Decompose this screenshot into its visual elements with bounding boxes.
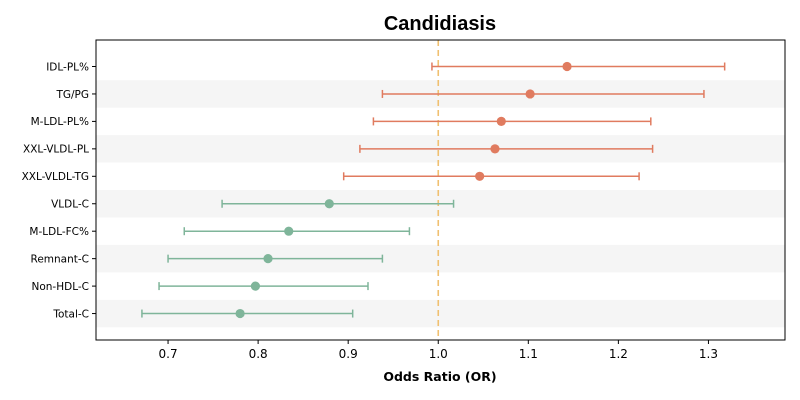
plot-frame — [95, 39, 786, 341]
x-tick-label: 1.3 — [699, 347, 718, 361]
y-tick-label: M-LDL-PL% — [31, 116, 89, 128]
y-tick-label: VLDL-C — [51, 199, 89, 211]
x-tick-label: 0.9 — [339, 347, 358, 361]
point-estimate — [525, 89, 535, 99]
row-non-hdl-c — [158, 281, 369, 291]
y-tick-label: IDL-PL% — [46, 61, 89, 73]
row-xxl-vldl-tg — [342, 171, 640, 181]
point-estimate — [324, 199, 334, 209]
point-estimate — [562, 61, 572, 72]
y-tick-label: XXL-VLDL-TG — [22, 171, 89, 183]
x-tick-label: 1.1 — [519, 347, 538, 361]
y-tick-label: TG/PG — [55, 89, 89, 101]
x-tick-label: 1.2 — [609, 347, 628, 361]
data-rows — [141, 61, 726, 319]
y-tick-label: XXL-VLDL-PL — [23, 144, 89, 156]
y-tick-label: M-LDL-FC% — [29, 226, 89, 238]
x-tick-label: 0.7 — [159, 347, 178, 361]
row-xxl-vldl-pl — [359, 144, 654, 154]
row-m-ldl-fc- — [183, 226, 411, 236]
x-tick-label: 0.8 — [249, 347, 268, 361]
row-total-c — [141, 308, 354, 319]
point-estimate — [490, 144, 500, 154]
x-axis: 0.7 0.8 0.9 1.0 1.1 1.2 1.3 — [159, 340, 718, 361]
x-axis-label: Odds Ratio (OR) — [383, 369, 496, 384]
chart-title: Candidiasis — [384, 13, 496, 35]
row-m-ldl-pl- — [372, 116, 652, 126]
row-remnant-c — [167, 254, 384, 264]
row-idl-pl- — [431, 61, 726, 72]
row-tg-pg — [381, 89, 705, 99]
point-estimate — [496, 116, 506, 126]
row-vldl-c — [221, 199, 455, 209]
point-estimate — [284, 226, 294, 236]
point-estimate — [263, 254, 273, 264]
point-estimate — [250, 281, 261, 291]
y-tick-label: Total-C — [52, 308, 89, 320]
point-estimate — [235, 308, 245, 319]
y-tick-label: Remnant-C — [31, 253, 90, 265]
point-estimate — [475, 171, 485, 181]
x-tick-label: 1.0 — [429, 347, 448, 361]
y-axis: IDL-PL% TG/PG M-LDL-PL% XXL-VLDL-PL XXL-VLDL… — [22, 61, 96, 320]
y-tick-label: Non-HDL-C — [32, 281, 90, 293]
